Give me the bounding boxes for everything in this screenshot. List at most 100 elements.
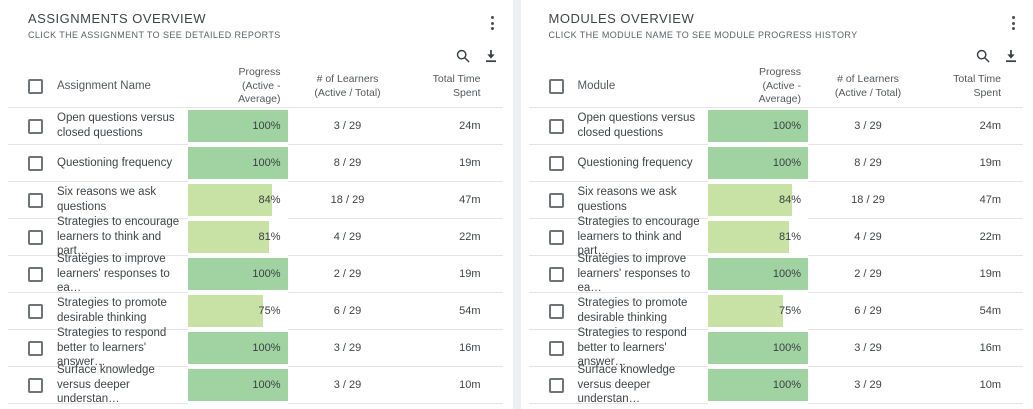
row-checkbox[interactable] (28, 303, 43, 319)
learners-value: 3 / 29 (333, 342, 362, 354)
time-value: 16m (979, 342, 1001, 354)
table-row[interactable]: Strategies to respond better to learners… (8, 327, 503, 368)
table-row[interactable]: Strategies to improve learners' response… (528, 253, 1023, 294)
progress-value: 100% (252, 342, 281, 354)
search-icon[interactable] (455, 48, 471, 64)
row-checkbox[interactable] (548, 192, 564, 208)
table-row[interactable]: Surface knowledge versus deeper understa… (528, 364, 1023, 405)
row-name-link[interactable]: Strategies to respond better to learners… (57, 326, 167, 369)
row-checkbox[interactable] (548, 118, 564, 134)
row-name-link[interactable]: Strategies to promote desirable thinking (57, 297, 167, 324)
select-all-checkbox[interactable] (548, 79, 564, 94)
progress-cell: 100% (187, 108, 288, 145)
learners-value: 3 / 29 (854, 342, 882, 354)
progress-cell: 100% (187, 367, 288, 404)
progress-cell: 84% (708, 182, 808, 219)
row-name-link[interactable]: Open questions versus closed questions (577, 112, 696, 139)
row-checkbox[interactable] (548, 340, 564, 356)
table-body: Open questions versus closed questions 1… (528, 108, 1023, 405)
row-checkbox[interactable] (28, 118, 43, 134)
table-row[interactable]: Strategies to promote desirable thinking… (8, 293, 503, 330)
progress-cell: 100% (708, 145, 808, 182)
progress-value: 100% (772, 342, 801, 354)
table-row[interactable]: Strategies to encourage learners to thin… (8, 216, 503, 257)
learners-value: 4 / 29 (854, 231, 882, 243)
row-name-link[interactable]: Open questions versus closed questions (57, 112, 175, 139)
time-value: 47m (979, 194, 1001, 206)
table-body: Open questions versus closed questions 1… (8, 108, 503, 405)
row-checkbox[interactable] (28, 155, 43, 171)
row-checkbox[interactable] (548, 155, 564, 171)
table-row[interactable]: Open questions versus closed questions 1… (528, 108, 1023, 145)
panel-subtitle: CLICK THE ASSIGNMENT TO SEE DETAILED REP… (28, 30, 281, 40)
row-checkbox-cell (529, 266, 578, 282)
row-checkbox[interactable] (548, 377, 564, 393)
download-icon[interactable] (1003, 48, 1019, 64)
row-name-link[interactable]: Strategies to improve learners' response… (57, 252, 170, 295)
row-checkbox-cell (529, 118, 578, 134)
select-all-checkbox[interactable] (28, 79, 43, 94)
learners-value: 18 / 29 (330, 194, 365, 206)
row-checkbox[interactable] (28, 377, 43, 393)
row-checkbox[interactable] (28, 266, 43, 282)
time-value: 24m (979, 120, 1001, 132)
download-icon[interactable] (483, 48, 499, 64)
search-icon[interactable] (975, 48, 991, 64)
time-value: 22m (459, 231, 481, 243)
progress-value: 84% (258, 194, 281, 206)
row-name-link[interactable]: Surface knowledge versus deeper understa… (57, 363, 155, 406)
time-value: 16m (459, 342, 481, 354)
column-header-name: Module (577, 80, 616, 93)
row-name-link[interactable]: Strategies to respond better to learners… (577, 326, 687, 369)
table-row[interactable]: Surface knowledge versus deeper understa… (8, 364, 503, 405)
row-name-link[interactable]: Strategies to promote desirable thinking (577, 297, 688, 324)
table-row[interactable]: Questioning frequency 100% 8 / 29 19m (8, 145, 503, 182)
row-checkbox-cell (529, 192, 578, 208)
progress-bar (187, 184, 272, 216)
row-checkbox[interactable] (548, 229, 564, 245)
progress-bar (187, 369, 288, 401)
column-header-name: Assignment Name (57, 80, 151, 93)
progress-value: 100% (772, 268, 801, 280)
row-name-link[interactable]: Strategies to encourage learners to thin… (57, 215, 180, 258)
table-row[interactable]: Strategies to respond better to learners… (528, 327, 1023, 368)
table-row[interactable]: Strategies to encourage learners to thin… (528, 216, 1023, 257)
row-checkbox[interactable] (28, 340, 43, 356)
assignments-overview-panel: ASSIGNMENTS OVERVIEW CLICK THE ASSIGNMEN… (0, 0, 513, 409)
progress-bar (187, 332, 288, 364)
learners-value: 18 / 29 (851, 194, 885, 206)
table-row[interactable]: Strategies to improve learners' response… (8, 253, 503, 294)
progress-value: 75% (778, 305, 801, 317)
row-name-link[interactable]: Surface knowledge versus deeper understa… (577, 363, 676, 406)
table-row[interactable]: Questioning frequency 100% 8 / 29 19m (528, 145, 1023, 182)
table-row[interactable]: Six reasons we ask questions 84% 18 / 29… (528, 182, 1023, 219)
time-value: 19m (979, 157, 1001, 169)
learners-value: 4 / 29 (333, 231, 362, 243)
row-name-link[interactable]: Strategies to improve learners' response… (577, 252, 691, 295)
progress-cell: 75% (187, 293, 288, 330)
row-name-link[interactable]: Questioning frequency (57, 156, 173, 169)
panel-subtitle: CLICK THE MODULE NAME TO SEE MODULE PROG… (548, 30, 858, 40)
row-checkbox[interactable] (548, 266, 564, 282)
progress-value: 84% (778, 194, 801, 206)
progress-value: 100% (772, 120, 801, 132)
time-value: 19m (459, 157, 481, 169)
row-checkbox-cell (529, 155, 578, 171)
row-name-link[interactable]: Questioning frequency (577, 156, 693, 169)
table-row[interactable]: Open questions versus closed questions 1… (8, 108, 503, 145)
table-row[interactable]: Strategies to promote desirable thinking… (528, 293, 1023, 330)
row-checkbox[interactable] (28, 192, 43, 208)
progress-value: 100% (252, 379, 281, 391)
row-checkbox[interactable] (28, 229, 43, 245)
kebab-menu-icon[interactable] (483, 13, 503, 33)
learners-value: 2 / 29 (854, 268, 882, 280)
row-name-link[interactable]: Six reasons we ask questions (577, 186, 677, 213)
progress-bar (708, 258, 808, 290)
kebab-menu-icon[interactable] (1003, 13, 1023, 33)
row-checkbox[interactable] (548, 303, 564, 319)
row-checkbox-cell (529, 340, 578, 356)
progress-bar (187, 110, 288, 142)
row-name-link[interactable]: Strategies to encourage learners to thin… (577, 215, 700, 258)
table-row[interactable]: Six reasons we ask questions 84% 18 / 29… (8, 182, 503, 219)
row-name-link[interactable]: Six reasons we ask questions (57, 186, 157, 213)
